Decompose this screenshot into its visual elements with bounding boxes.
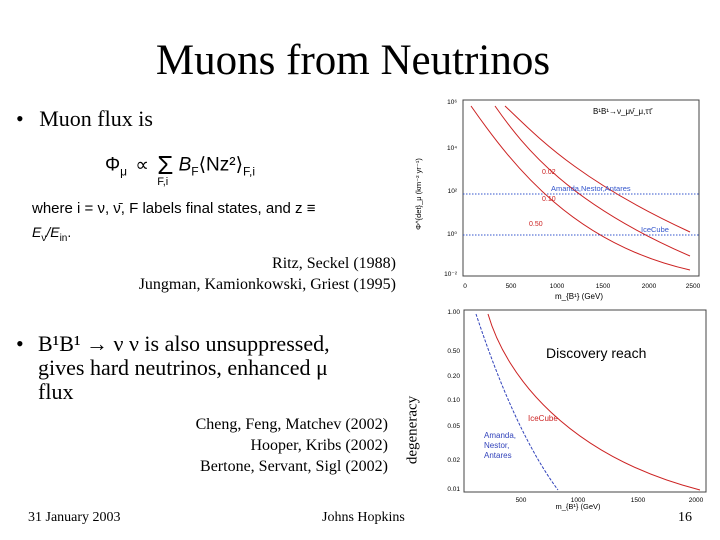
curve-0.50: [504, 105, 691, 233]
footer-date: 31 January 2003: [28, 510, 121, 525]
reference: Hooper, Kribs (2002): [250, 437, 388, 454]
plot-frame: [463, 309, 707, 493]
flux-plot: B¹B¹→ν_μν̄_μ,ττ̄ 0.02 0.10 0.50 Amanda,N…: [405, 94, 705, 306]
x-tick: 0: [463, 283, 467, 290]
reference: Cheng, Feng, Matchev (2002): [195, 416, 388, 433]
references-2: Cheng, Feng, Matchev (2002) Hooper, Krib…: [100, 414, 388, 477]
bullet-2-line-2: gives hard neutrinos, enhanced μ: [38, 355, 328, 380]
x-tick: 2500: [686, 283, 701, 290]
curve-0.02: [470, 105, 691, 271]
footer-venue: Johns Hopkins: [322, 510, 405, 525]
x-tick: 1000: [571, 497, 586, 504]
bullet-dot: •: [16, 106, 24, 131]
y-tick: 10²: [448, 188, 458, 195]
channel-label: B¹B¹→ν_μν̄_μ,ττ̄: [593, 107, 654, 116]
region-label-amanda: Antares: [484, 451, 512, 460]
detector-label-amanda: Amanda,Nestor,Antares: [551, 184, 631, 193]
y-tick: 10⁴: [447, 145, 457, 152]
amanda-reach-curve: [475, 313, 559, 491]
x-tick: 1000: [550, 283, 565, 290]
x-tick: 2000: [642, 283, 657, 290]
curve-0.10: [494, 105, 691, 257]
y-tick: 0.10: [447, 397, 460, 404]
plot-background: [405, 94, 705, 306]
y-tick: 10⁰: [447, 231, 457, 238]
discovery-reach-label: Discovery reach: [546, 345, 646, 361]
sum-sign: Σ F,i: [157, 150, 174, 188]
formula-ratio: Eν/Ein.: [32, 224, 72, 244]
y-tick: 0.02: [447, 457, 460, 464]
x-tick: 1500: [631, 497, 646, 504]
plot-frame: [462, 99, 700, 277]
icecube-reach-curve: [487, 313, 701, 491]
page-number: 16: [678, 510, 692, 525]
formula-where-line: where i = ν, ν̄, F labels final states, …: [32, 200, 316, 217]
detector-label-icecube: IceCube: [641, 225, 669, 234]
curve-label: 0.50: [529, 221, 543, 228]
slide-title: Muons from Neutrinos: [155, 37, 551, 84]
x-tick: 2000: [689, 497, 704, 504]
y-tick: 10⁶: [447, 99, 457, 106]
degeneracy-axis-label: degeneracy: [404, 395, 421, 465]
formula: Φμ ∝ Σ F,i BF⟨Nz²⟩F,i: [105, 150, 255, 188]
bullet-2-line-1: B¹B¹ → ν ν is also unsuppressed,: [38, 331, 330, 356]
region-label-amanda: Nestor,: [484, 441, 509, 450]
y-tick: 0.50: [447, 348, 460, 355]
plot-background: [428, 306, 712, 512]
x-axis-label: m_{B¹} (GeV): [555, 502, 601, 511]
curve-label: 0.10: [542, 196, 556, 203]
bullet-2: • B¹B¹ → ν ν is also unsuppressed, gives…: [16, 332, 396, 404]
y-tick: 0.05: [447, 423, 460, 430]
y-tick: 0.01: [447, 486, 460, 493]
bullet-1-text: Muon flux is: [39, 106, 153, 131]
reference: Jungman, Kamionkowski, Griest (1995): [138, 276, 396, 293]
bullet-dot: •: [16, 331, 24, 356]
bullet-2-line-3: flux: [38, 379, 74, 404]
x-tick: 500: [516, 497, 527, 504]
references-1: Ritz, Seckel (1988) Jungman, Kamionkowsk…: [60, 253, 396, 295]
x-axis-label: m_{B¹} (GeV): [555, 292, 603, 301]
x-tick: 1500: [596, 283, 611, 290]
reference: Bertone, Servant, Sigl (2002): [200, 458, 388, 475]
y-tick: 10⁻²: [444, 271, 458, 278]
region-label-amanda: Amanda,: [484, 431, 516, 440]
region-label-icecube: IceCube: [528, 414, 558, 423]
degeneracy-plot: Discovery reach IceCube Amanda, Nestor, …: [428, 306, 712, 512]
x-tick: 500: [506, 283, 517, 290]
bullet-1: • Muon flux is: [16, 107, 153, 131]
y-axis-label: Φ^{det}_μ (km⁻² yr⁻¹): [414, 158, 423, 230]
reference: Ritz, Seckel (1988): [272, 255, 396, 272]
y-tick: 0.20: [447, 373, 460, 380]
y-tick: 1.00: [447, 309, 460, 316]
curve-label: 0.02: [542, 169, 556, 176]
